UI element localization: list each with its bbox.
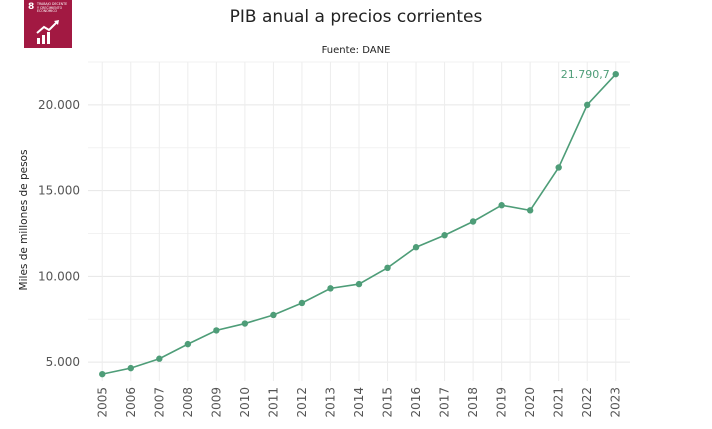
data-point [298,299,306,307]
data-points [99,70,619,378]
sdg-number: 8 [28,2,35,12]
data-point [526,207,534,214]
x-tick-label: 2021 [552,387,566,418]
data-point [241,320,249,327]
data-point [327,285,334,292]
data-point [270,311,277,319]
chart-title: PIB anual a precios corrientes [230,7,483,27]
sdg-text: TRABAJO DECENTE Y CRECIMIENTO ECONÓMICO [37,2,68,14]
data-point [213,327,220,334]
x-tick-label: 2009 [209,387,223,418]
x-tick-label: 2017 [438,387,452,418]
x-tick-label: 2022 [580,387,594,418]
x-tick-label: 2006 [124,387,138,418]
y-tick-label: 5.000 [46,355,80,369]
x-tick-label: 2019 [495,387,509,418]
y-tick-label: 10.000 [38,269,80,283]
data-point [412,244,420,251]
data-point [469,218,477,225]
growth-chart-icon [36,20,59,44]
last-value-label: 21.790,7 [561,68,610,81]
y-axis-label: Miles de millones de pesos [18,150,30,291]
sdg-8-badge: 8 TRABAJO DECENTE Y CRECIMIENTO ECONÓMIC… [24,0,72,48]
x-tick-label: 2023 [609,387,623,418]
x-tick-label: 2012 [295,387,309,418]
y-tick-label: 20.000 [38,98,80,112]
data-point [498,202,505,209]
data-point [99,370,106,378]
chart-subtitle: Fuente: DANE [322,45,391,56]
x-tick-label: 2008 [181,387,195,418]
data-point [612,70,619,78]
x-tick-label: 2013 [323,387,337,418]
x-tick-label: 2014 [352,387,366,418]
data-point [184,340,192,348]
data-point [127,364,134,372]
data-point [156,355,163,362]
data-point [584,101,591,109]
grid [88,61,630,381]
y-axis-ticks: 5.000 10.000 15.000 20.000 [38,98,80,369]
x-tick-label: 2016 [409,387,423,418]
x-tick-label: 2005 [95,387,109,418]
y-tick-label: 15.000 [38,184,80,198]
x-tick-label: 2007 [152,387,166,418]
x-axis-ticks: 2005 2006 2007 2008 2009 2010 2011 2012 2013 2014… [95,387,622,418]
x-tick-label: 2015 [381,387,395,418]
data-point [384,264,391,272]
data-point [555,164,562,171]
data-point [355,280,363,288]
x-tick-label: 2010 [238,387,252,418]
x-tick-label: 2018 [466,387,480,418]
x-tick-label: 2011 [266,387,280,418]
data-point [441,232,448,239]
x-tick-label: 2020 [523,387,537,418]
